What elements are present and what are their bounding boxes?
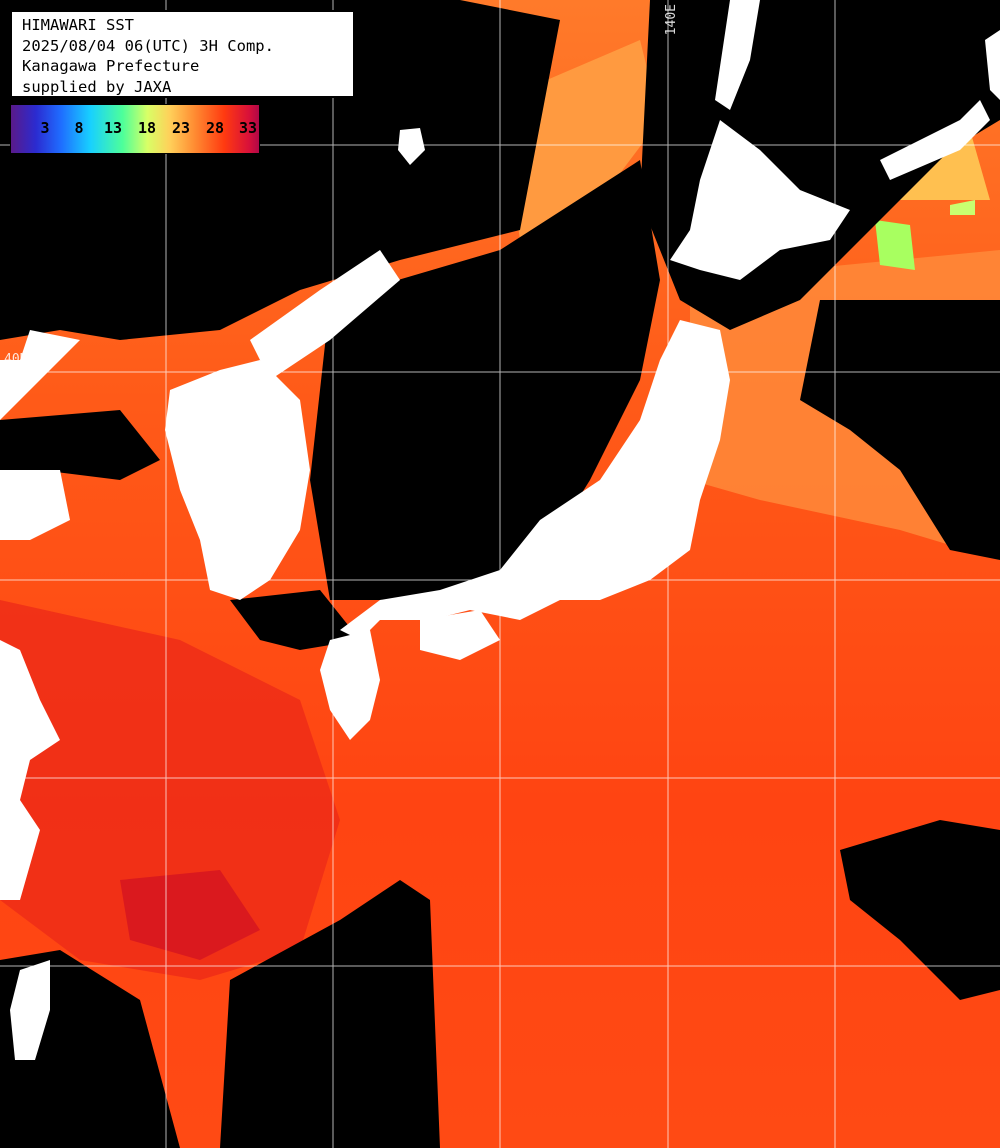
cloud-yellow-sea-north	[0, 410, 160, 480]
land-taiwan	[10, 960, 50, 1060]
lat-40n-label: 40N	[4, 352, 28, 367]
legend-tick: 3	[40, 119, 50, 137]
land-asia-mainland	[0, 0, 80, 420]
coldest-sea-patch	[875, 220, 915, 270]
lat-30n-label: 30N	[4, 759, 28, 774]
legend-tick: 23	[171, 119, 191, 137]
land-russia-coast	[250, 250, 400, 380]
legend-tick: 18	[137, 119, 157, 137]
legend-tick: 28	[205, 119, 225, 137]
legend-tick: 13	[103, 119, 123, 137]
land-shikoku	[420, 610, 500, 660]
cloud-south-center	[220, 880, 440, 1148]
land-china-east	[0, 640, 60, 900]
title-box: HIMAWARI SST 2025/08/04 06(UTC) 3H Comp.…	[10, 10, 355, 98]
land-kamchatka-edge	[985, 30, 1000, 100]
land-china-coast	[0, 470, 70, 540]
timestamp-line: 2025/08/04 06(UTC) 3H Comp.	[22, 36, 274, 55]
land-sakhalin	[715, 0, 760, 110]
land-hokkaido	[670, 120, 850, 280]
color-scale-legend: 3 8 13 18 23 28 33	[10, 104, 260, 154]
land-island-north	[398, 128, 425, 165]
cloud-sea-of-japan	[310, 160, 660, 600]
legend-ticks: 3 8 13 18 23 28 33	[11, 119, 259, 139]
title-line: HIMAWARI SST	[22, 16, 134, 34]
cloud-east	[800, 300, 1000, 560]
cloud-southeast	[840, 820, 1000, 1000]
source-line: supplied by JAXA	[22, 77, 172, 96]
land-kyushu	[320, 630, 380, 740]
lon-140e-label: 140E	[664, 4, 679, 36]
hot-sea-region	[0, 600, 340, 980]
cloud-korea-strait	[230, 590, 360, 650]
legend-tick: 8	[74, 119, 84, 137]
legend-tick: 33	[238, 119, 258, 137]
region-line: Kanagawa Prefecture	[22, 57, 200, 75]
coldest-sea-patch-2	[950, 200, 975, 215]
hottest-sea-spot	[120, 870, 260, 960]
land-kuril	[880, 100, 990, 180]
land-korea	[165, 360, 310, 600]
land-honshu	[340, 320, 730, 640]
